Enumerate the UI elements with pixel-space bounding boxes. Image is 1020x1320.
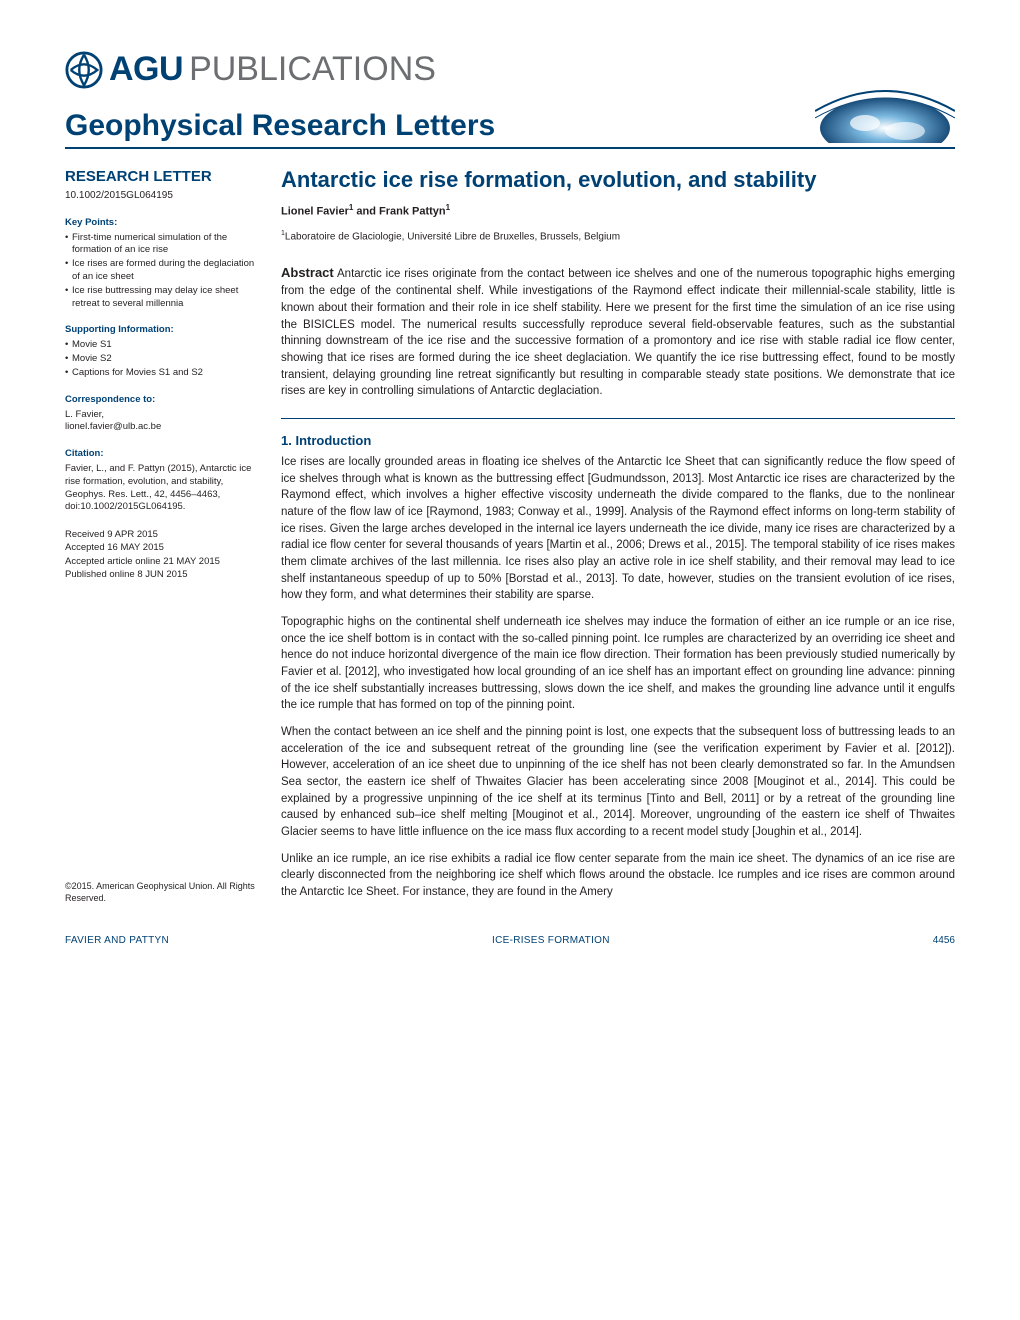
- date-accepted: Accepted 16 MAY 2015: [65, 541, 257, 554]
- key-points-block: Key Points: First-time numerical simulat…: [65, 217, 257, 311]
- sidebar: RESEARCH LETTER 10.1002/2015GL064195 Key…: [65, 167, 257, 911]
- correspondence-name: L. Favier,: [65, 409, 257, 422]
- main-content: Antarctic ice rise formation, evolution,…: [281, 167, 955, 911]
- journal-badge: [815, 63, 955, 143]
- supporting-item: Movie S2: [65, 353, 257, 366]
- header-divider: [65, 147, 955, 149]
- body-paragraph: When the contact between an ice shelf an…: [281, 724, 955, 841]
- correspondence-heading: Correspondence to:: [65, 394, 257, 407]
- abstract-text: Antarctic ice rises originate from the c…: [281, 268, 955, 397]
- page-footer: FAVIER AND PATTYN ICE-RISES FORMATION 44…: [65, 935, 955, 946]
- authors: Lionel Favier1 and Frank Pattyn1: [281, 203, 955, 218]
- citation-heading: Citation:: [65, 448, 257, 461]
- supporting-item: Captions for Movies S1 and S2: [65, 367, 257, 380]
- body-paragraph: Topographic highs on the continental she…: [281, 614, 955, 714]
- citation-block: Citation: Favier, L., and F. Pattyn (201…: [65, 448, 257, 514]
- date-published: Published online 8 JUN 2015: [65, 568, 257, 581]
- dates-block: Received 9 APR 2015 Accepted 16 MAY 2015…: [65, 528, 257, 581]
- abstract: Abstract Antarctic ice rises originate f…: [281, 264, 955, 400]
- affiliation: 1¹Laboratoire de Glaciologie, Université…: [281, 230, 955, 242]
- article-type: RESEARCH LETTER: [65, 167, 257, 187]
- date-accepted-online: Accepted article online 21 MAY 2015: [65, 555, 257, 568]
- page-number: 4456: [933, 935, 955, 946]
- copyright: ©2015. American Geophysical Union. All R…: [65, 881, 257, 904]
- correspondence-email: lionel.favier@ulb.ac.be: [65, 421, 257, 434]
- supporting-info-block: Supporting Information: Movie S1 Movie S…: [65, 324, 257, 379]
- journal-title: Geophysical Research Letters: [65, 109, 495, 143]
- publications-text: PUBLICATIONS: [189, 50, 436, 89]
- agu-logo-icon: [65, 51, 103, 89]
- supporting-item: Movie S1: [65, 339, 257, 352]
- key-point: First-time numerical simulation of the f…: [65, 232, 257, 258]
- abstract-label: Abstract: [281, 265, 334, 280]
- article-title: Antarctic ice rise formation, evolution,…: [281, 167, 955, 193]
- body-paragraph: Unlike an ice rumple, an ice rise exhibi…: [281, 851, 955, 901]
- doi: 10.1002/2015GL064195: [65, 189, 257, 203]
- key-point: Ice rise buttressing may delay ice sheet…: [65, 285, 257, 311]
- footer-authors: FAVIER AND PATTYN: [65, 935, 169, 946]
- citation-text: Favier, L., and F. Pattyn (2015), Antarc…: [65, 463, 257, 514]
- body-paragraph: Ice rises are locally grounded areas in …: [281, 454, 955, 604]
- section-heading-intro: 1. Introduction: [281, 433, 955, 448]
- footer-running-title: ICE-RISES FORMATION: [492, 935, 610, 946]
- supporting-heading: Supporting Information:: [65, 324, 257, 337]
- correspondence-block: Correspondence to: L. Favier, lionel.fav…: [65, 394, 257, 434]
- abstract-divider: [281, 418, 955, 419]
- date-received: Received 9 APR 2015: [65, 528, 257, 541]
- key-point: Ice rises are formed during the deglacia…: [65, 258, 257, 284]
- key-points-heading: Key Points:: [65, 217, 257, 230]
- agu-text: AGU: [109, 50, 183, 89]
